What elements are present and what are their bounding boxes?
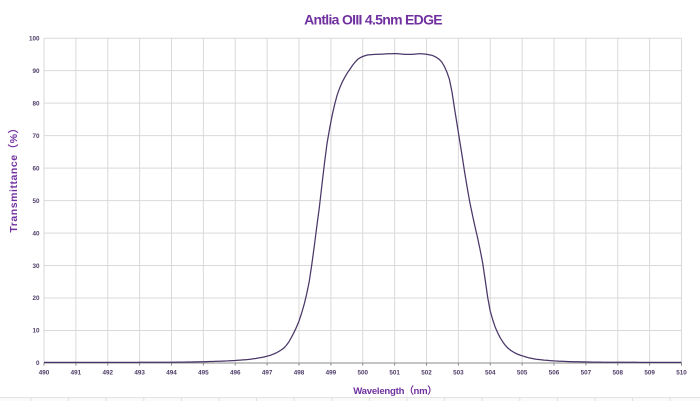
svg-text:499: 499 [326,370,337,377]
svg-text:50: 50 [32,198,40,205]
svg-text:70: 70 [32,133,40,140]
svg-text:503: 503 [453,370,464,377]
svg-text:Antlia OIII 4.5nm EDGE: Antlia OIII 4.5nm EDGE [304,12,442,28]
svg-text:510: 510 [676,370,687,377]
svg-text:501: 501 [389,370,400,377]
svg-text:490: 490 [39,370,50,377]
svg-text:502: 502 [421,370,432,377]
svg-text:496: 496 [230,370,241,377]
svg-text:492: 492 [102,370,113,377]
svg-text:497: 497 [262,370,273,377]
svg-text:10: 10 [32,328,40,335]
svg-text:100: 100 [29,35,40,42]
svg-text:80: 80 [32,100,40,107]
svg-text:30: 30 [32,263,40,270]
svg-text:Wavelength（nm）: Wavelength（nm） [353,385,437,397]
svg-text:0: 0 [36,360,40,367]
svg-text:498: 498 [294,370,305,377]
svg-text:491: 491 [71,370,82,377]
svg-text:506: 506 [549,370,560,377]
svg-text:20: 20 [32,295,40,302]
svg-text:494: 494 [166,370,177,377]
svg-text:495: 495 [198,370,209,377]
svg-text:500: 500 [357,370,368,377]
svg-text:Transmittance（%）: Transmittance（%） [7,122,20,232]
svg-text:508: 508 [612,370,623,377]
svg-text:40: 40 [32,230,40,237]
svg-text:493: 493 [134,370,145,377]
svg-text:509: 509 [644,370,655,377]
svg-text:507: 507 [581,370,592,377]
svg-text:90: 90 [32,68,40,75]
svg-text:505: 505 [517,370,528,377]
svg-text:60: 60 [32,165,40,172]
svg-text:504: 504 [485,370,496,377]
